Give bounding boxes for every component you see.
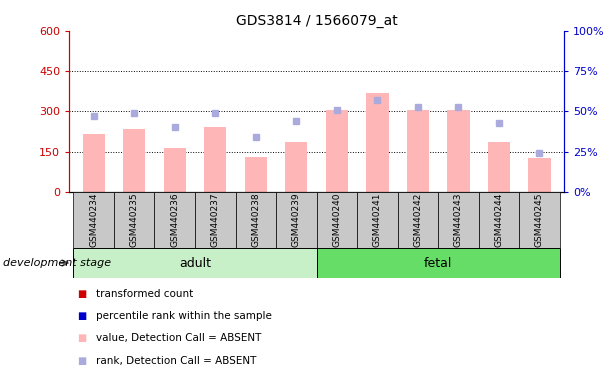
- Bar: [397, 192, 438, 248]
- Bar: [204, 127, 226, 192]
- Text: GSM440240: GSM440240: [332, 193, 341, 247]
- Text: GSM440234: GSM440234: [89, 193, 98, 247]
- Bar: [245, 157, 267, 192]
- Text: ■: ■: [77, 311, 86, 321]
- Bar: [276, 192, 317, 248]
- Bar: [519, 192, 560, 248]
- Text: fetal: fetal: [424, 257, 452, 270]
- Text: GSM440241: GSM440241: [373, 193, 382, 247]
- Text: development stage: development stage: [3, 258, 111, 268]
- Text: value, Detection Call = ABSENT: value, Detection Call = ABSENT: [96, 333, 262, 343]
- Bar: [317, 192, 357, 248]
- Text: GSM440244: GSM440244: [494, 193, 504, 247]
- Bar: [285, 142, 308, 192]
- Text: adult: adult: [179, 257, 211, 270]
- Text: GSM440237: GSM440237: [211, 192, 219, 247]
- Bar: [326, 110, 348, 192]
- Bar: [407, 110, 429, 192]
- Bar: [236, 192, 276, 248]
- Text: transformed count: transformed count: [96, 289, 194, 299]
- Bar: [357, 192, 397, 248]
- Bar: [488, 142, 510, 192]
- Text: GSM440239: GSM440239: [292, 192, 301, 247]
- Text: GSM440243: GSM440243: [454, 193, 463, 247]
- Bar: [123, 129, 145, 192]
- Bar: [163, 148, 186, 192]
- Bar: [366, 93, 388, 192]
- Bar: [528, 159, 551, 192]
- Bar: [114, 192, 154, 248]
- Bar: [447, 110, 470, 192]
- Bar: [74, 192, 114, 248]
- Text: rank, Detection Call = ABSENT: rank, Detection Call = ABSENT: [96, 356, 257, 366]
- Text: ■: ■: [77, 356, 86, 366]
- Bar: [438, 192, 479, 248]
- Title: GDS3814 / 1566079_at: GDS3814 / 1566079_at: [236, 14, 397, 28]
- Text: ■: ■: [77, 289, 86, 299]
- Text: GSM440235: GSM440235: [130, 192, 139, 247]
- Bar: [479, 192, 519, 248]
- Text: GSM440236: GSM440236: [170, 192, 179, 247]
- Bar: [195, 192, 236, 248]
- Bar: [154, 192, 195, 248]
- Text: GSM440242: GSM440242: [414, 193, 422, 247]
- Bar: [83, 134, 105, 192]
- Text: GSM440245: GSM440245: [535, 193, 544, 247]
- Text: GSM440238: GSM440238: [251, 192, 260, 247]
- Text: ■: ■: [77, 333, 86, 343]
- Bar: [317, 248, 560, 278]
- Text: percentile rank within the sample: percentile rank within the sample: [96, 311, 273, 321]
- Bar: [74, 248, 317, 278]
